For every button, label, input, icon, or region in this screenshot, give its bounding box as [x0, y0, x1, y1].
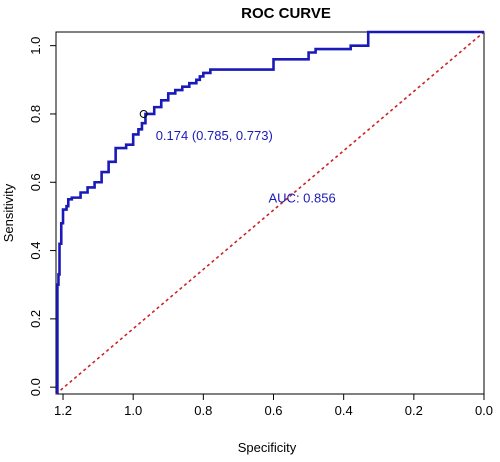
y-tick-label: 0.6 [28, 173, 43, 191]
y-tick-label: 0.0 [28, 378, 43, 396]
x-tick-label: 1.2 [54, 403, 72, 418]
roc-curve-line [56, 30, 484, 394]
x-tick-label: 1.0 [124, 403, 142, 418]
x-tick-label: 0.8 [194, 403, 212, 418]
x-tick-label: 0.0 [475, 403, 493, 418]
plot-area [55, 30, 485, 395]
x-axis-label: Specificity [238, 440, 297, 455]
threshold-point [139, 109, 148, 118]
x-tick-label: 0.6 [264, 403, 282, 418]
x-tick-label: 0.4 [335, 403, 353, 418]
x-axis: 1.2 1.0 0.8 0.6 0.4 0.2 0.0 [54, 394, 493, 418]
y-axis: 0.0 0.2 0.4 0.6 0.8 1.0 [28, 37, 56, 396]
auc-label: AUC: 0.856 [269, 191, 336, 206]
threshold-label: 0.174 (0.785, 0.773) [156, 128, 273, 143]
diagonal-reference-line [55, 31, 485, 395]
chart-title: ROC CURVE [241, 5, 331, 22]
y-axis-label: Sensitivity [1, 183, 16, 242]
y-tick-label: 0.2 [28, 310, 43, 328]
y-tick-label: 1.0 [28, 37, 43, 55]
x-tick-label: 0.2 [405, 403, 423, 418]
plot-frame [55, 31, 485, 395]
y-tick-label: 0.8 [28, 105, 43, 123]
y-tick-label: 0.4 [28, 242, 43, 260]
